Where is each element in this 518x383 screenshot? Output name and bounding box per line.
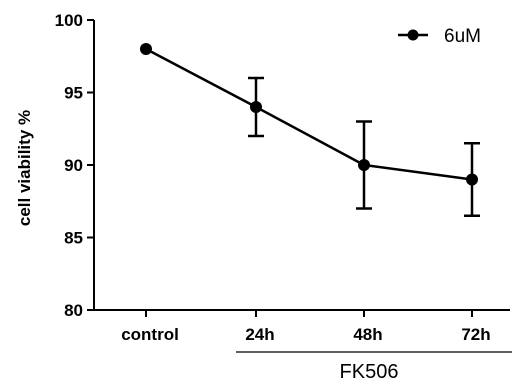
legend-label: 6uM [444,26,481,47]
y-axis-label: cell viability % [15,110,34,226]
x-tick-label: 48h [353,325,382,344]
group-label: FK506 [340,361,399,383]
fk506-group-bracket: FK506 [236,351,512,383]
x-tick-label: 24h [245,325,274,344]
data-point [466,173,478,186]
y-tick-label: 95 [64,84,83,103]
x-tick-label: control [121,325,179,344]
x-tick-label: 72h [461,325,490,344]
data-point [358,159,370,171]
data-point [140,43,152,55]
x-axis: control 24h 48h 72h [94,309,510,344]
y-tick-label: 85 [64,229,83,248]
y-tick-label: 80 [64,301,83,320]
data-point [250,101,262,113]
y-axis: 80 85 90 95 100 [55,11,95,320]
y-tick-label: 90 [64,156,83,175]
y-tick-label: 100 [55,11,83,30]
legend-marker [407,29,419,41]
legend: 6uM [398,26,481,47]
series-line [145,47,473,181]
series-6uM [140,43,480,217]
